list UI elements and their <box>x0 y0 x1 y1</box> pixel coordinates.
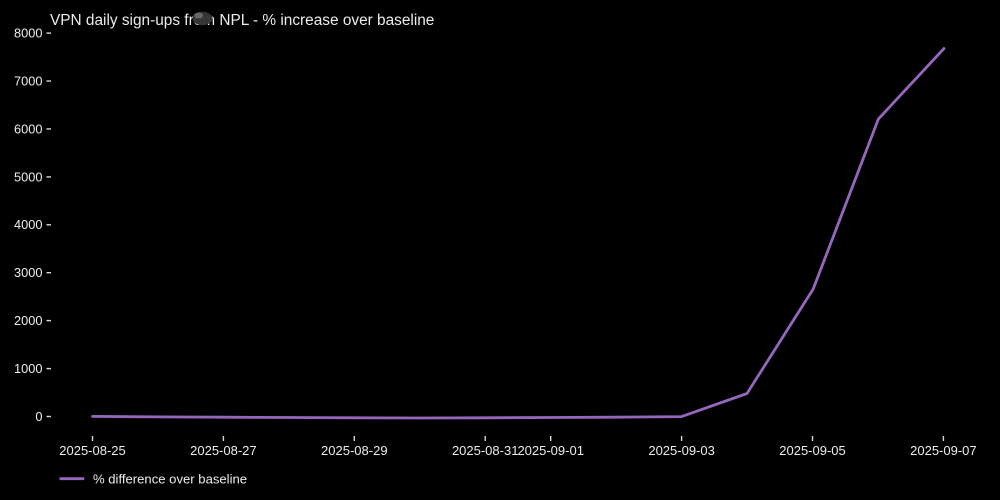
svg-text:2025-09-05: 2025-09-05 <box>779 443 846 458</box>
svg-text:0: 0 <box>35 409 42 424</box>
svg-text:7000: 7000 <box>14 73 42 88</box>
svg-text:1000: 1000 <box>14 361 42 376</box>
svg-text:5000: 5000 <box>14 169 42 184</box>
svg-text:2025-08-27: 2025-08-27 <box>190 443 257 458</box>
svg-text:2025-09-07: 2025-09-07 <box>910 443 977 458</box>
svg-text:4000: 4000 <box>14 217 42 232</box>
svg-text:2025-09-03: 2025-09-03 <box>648 443 715 458</box>
svg-text:2000: 2000 <box>14 313 42 328</box>
svg-text:2025-08-31: 2025-08-31 <box>452 443 519 458</box>
svg-text:8000: 8000 <box>14 26 42 41</box>
svg-text:3000: 3000 <box>14 265 42 280</box>
svg-text:2025-09-01: 2025-09-01 <box>517 443 584 458</box>
svg-text:VPN daily sign-ups from NPL -: VPN daily sign-ups from NPL - % increase… <box>50 12 434 29</box>
svg-text:2025-08-25: 2025-08-25 <box>59 443 126 458</box>
svg-text:2025-08-29: 2025-08-29 <box>321 443 388 458</box>
svg-text:6000: 6000 <box>14 121 42 136</box>
svg-text:% difference over baseline: % difference over baseline <box>93 472 247 487</box>
